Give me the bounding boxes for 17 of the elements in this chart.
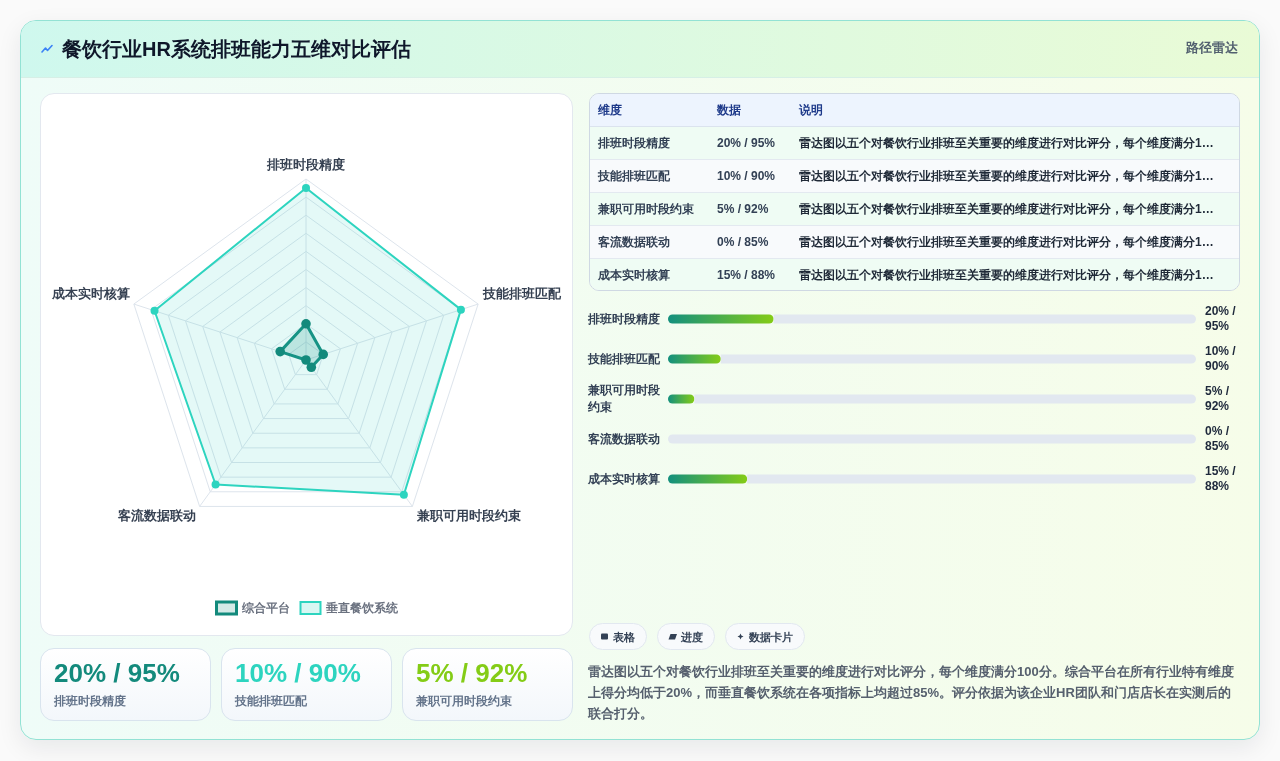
table-cell: 0% / 85% bbox=[717, 234, 769, 250]
table-cell: 兼职可用时段约束 bbox=[598, 201, 694, 217]
table-cell: 10% / 90% bbox=[717, 168, 776, 184]
table-cell: 雷达图以五个对餐饮行业排班至关重要的维度进行对比评分，每个维度满分1… bbox=[799, 234, 1214, 250]
table-cell: 雷达图以五个对餐饮行业排班至关重要的维度进行对比评分，每个维度满分1… bbox=[799, 201, 1214, 217]
table-cell: 成本实时核算 bbox=[598, 267, 670, 283]
table-cell: 排班时段精度 bbox=[598, 135, 670, 151]
title: 餐饮行业HR系统排班能力五维对比评估 bbox=[62, 37, 411, 62]
table-cell: 5% / 92% bbox=[717, 201, 769, 217]
table-cell: 技能排班匹配 bbox=[598, 168, 670, 184]
table-cell: 雷达图以五个对餐饮行业排班至关重要的维度进行对比评分，每个维度满分1… bbox=[799, 267, 1214, 283]
subtitle: 路径雷达 bbox=[1186, 39, 1238, 57]
table-cell: 雷达图以五个对餐饮行业排班至关重要的维度进行对比评分，每个维度满分1… bbox=[799, 135, 1214, 151]
table-cell: 客流数据联动 bbox=[598, 234, 670, 250]
table-cell: 雷达图以五个对餐饮行业排班至关重要的维度进行对比评分，每个维度满分1… bbox=[799, 168, 1214, 184]
table-cell: 15% / 88% bbox=[717, 267, 776, 283]
table-cell: 20% / 95% bbox=[717, 135, 776, 151]
